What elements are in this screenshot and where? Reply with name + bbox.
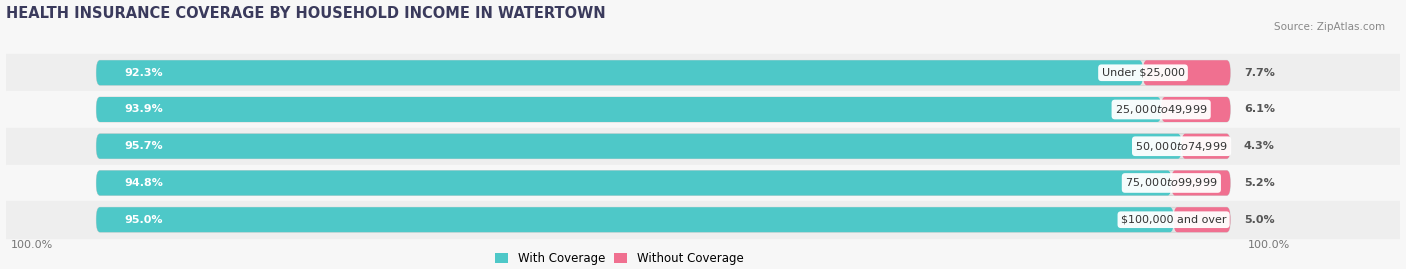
FancyBboxPatch shape: [1181, 134, 1230, 159]
Text: 95.7%: 95.7%: [125, 141, 163, 151]
Text: $50,000 to $74,999: $50,000 to $74,999: [1135, 140, 1227, 153]
FancyBboxPatch shape: [1143, 60, 1230, 85]
Text: Under $25,000: Under $25,000: [1101, 68, 1184, 78]
Text: 4.3%: 4.3%: [1244, 141, 1275, 151]
Text: 95.0%: 95.0%: [125, 215, 163, 225]
Text: 6.1%: 6.1%: [1244, 104, 1275, 115]
FancyBboxPatch shape: [96, 171, 1171, 196]
FancyBboxPatch shape: [96, 60, 1143, 85]
Text: 94.8%: 94.8%: [125, 178, 163, 188]
Bar: [6, 201, 1400, 238]
FancyBboxPatch shape: [1174, 207, 1230, 232]
FancyBboxPatch shape: [96, 134, 1230, 159]
FancyBboxPatch shape: [1171, 171, 1230, 196]
Text: 92.3%: 92.3%: [125, 68, 163, 78]
Text: Source: ZipAtlas.com: Source: ZipAtlas.com: [1274, 22, 1385, 31]
Text: $75,000 to $99,999: $75,000 to $99,999: [1125, 176, 1218, 189]
Text: 93.9%: 93.9%: [125, 104, 163, 115]
Bar: [6, 128, 1400, 165]
Text: HEALTH INSURANCE COVERAGE BY HOUSEHOLD INCOME IN WATERTOWN: HEALTH INSURANCE COVERAGE BY HOUSEHOLD I…: [6, 6, 605, 20]
FancyBboxPatch shape: [1161, 97, 1230, 122]
Text: $25,000 to $49,999: $25,000 to $49,999: [1115, 103, 1208, 116]
Text: 5.2%: 5.2%: [1244, 178, 1275, 188]
Text: 5.0%: 5.0%: [1244, 215, 1275, 225]
Text: 100.0%: 100.0%: [1247, 240, 1289, 250]
FancyBboxPatch shape: [96, 60, 1230, 85]
FancyBboxPatch shape: [96, 207, 1174, 232]
Bar: [6, 165, 1400, 201]
Text: 100.0%: 100.0%: [11, 240, 53, 250]
Legend: With Coverage, Without Coverage: With Coverage, Without Coverage: [495, 252, 744, 265]
Bar: [6, 54, 1400, 91]
FancyBboxPatch shape: [96, 97, 1161, 122]
FancyBboxPatch shape: [96, 134, 1181, 159]
FancyBboxPatch shape: [96, 207, 1230, 232]
FancyBboxPatch shape: [96, 171, 1230, 196]
FancyBboxPatch shape: [96, 97, 1230, 122]
Text: 7.7%: 7.7%: [1244, 68, 1275, 78]
Bar: [6, 91, 1400, 128]
Text: $100,000 and over: $100,000 and over: [1121, 215, 1226, 225]
